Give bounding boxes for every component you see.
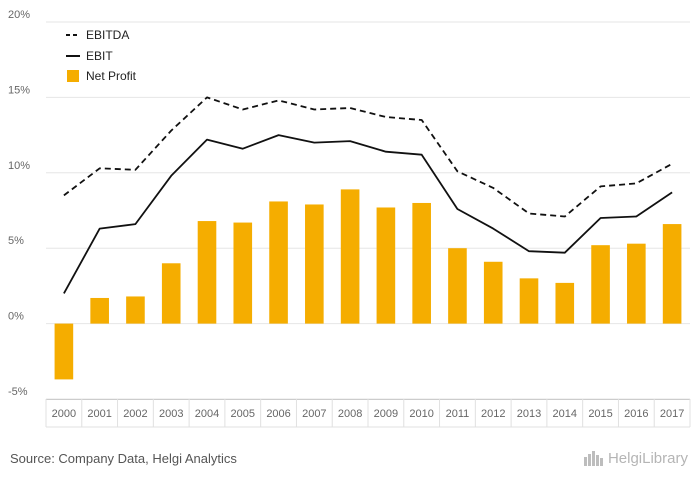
y-tick-label: 20% <box>8 9 30 21</box>
x-tick-label: 2007 <box>302 408 326 420</box>
net-profit-bar <box>662 224 682 324</box>
net-profit-bar <box>519 278 539 324</box>
net-profit-bar <box>412 202 431 324</box>
net-profit-bar <box>555 282 575 324</box>
source-note: Source: Company Data, Helgi Analytics <box>10 451 237 466</box>
x-tick-label: 2005 <box>231 408 255 420</box>
net-profit-bar <box>305 204 324 324</box>
legend-label: Net Profit <box>86 69 137 83</box>
x-tick-label: 2006 <box>266 408 290 420</box>
x-tick-label: 2004 <box>195 408 219 420</box>
net-profit-bar <box>90 297 109 324</box>
legend-label: EBITDA <box>86 28 129 42</box>
x-tick-label: 2011 <box>446 408 470 420</box>
chart-area: 20%15%10%5%0%-5% 2000 2001 2002 2003 2004 200… <box>8 9 691 428</box>
legend-item: EBITDA <box>66 28 129 42</box>
net-profit-bar <box>627 243 646 324</box>
y-tick-label: -5% <box>8 386 28 398</box>
x-tick-label: 2000 <box>52 408 76 420</box>
x-tick-label: 2012 <box>481 408 505 420</box>
net-profit-bar <box>126 296 145 324</box>
legend-item: EBIT <box>66 49 113 63</box>
y-tick-label: 5% <box>8 235 24 247</box>
x-tick-label: 2002 <box>123 408 147 420</box>
library-icon <box>583 451 603 466</box>
legend-swatch-net-profit <box>67 70 79 82</box>
logo-text: HelgiLibrary <box>607 449 688 467</box>
net-profit-bar <box>233 222 253 324</box>
helgi-library-logo: HelgiLibrary <box>583 449 688 467</box>
x-tick-label: 2003 <box>159 408 183 420</box>
x-tick-label: 2001 <box>87 408 111 420</box>
net-profit-bars <box>54 189 682 380</box>
ebit-line <box>63 134 673 294</box>
x-axis: 2000 2001 2002 2003 2004 2005 2006 2007 2008 2009… <box>45 399 691 428</box>
y-tick-label: 10% <box>8 160 30 172</box>
line-series <box>63 96 673 294</box>
net-profit-bar <box>340 189 360 324</box>
legend: EBITDA EBIT Net Profit <box>66 28 137 83</box>
net-profit-bar <box>376 207 396 324</box>
net-profit-bar <box>197 221 217 324</box>
ebitda-line <box>63 96 673 218</box>
x-tick-label: 2016 <box>624 408 648 420</box>
x-tick-label: 2013 <box>517 408 541 420</box>
gridlines <box>46 21 690 400</box>
legend-label: EBIT <box>86 49 113 63</box>
net-profit-bar <box>54 323 74 380</box>
x-tick-label: 2017 <box>660 408 684 420</box>
net-profit-bar <box>269 201 288 324</box>
net-profit-bar <box>591 245 610 324</box>
x-tick-label: 2015 <box>588 408 612 420</box>
legend-item: Net Profit <box>67 69 137 83</box>
net-profit-bar <box>483 261 503 324</box>
net-profit-bar <box>448 248 467 324</box>
x-tick-label: 2008 <box>338 408 362 420</box>
x-tick-label: 2010 <box>409 408 433 420</box>
y-axis-ticks: 20% 15% 10% 5% 0% -5% <box>8 9 30 398</box>
y-tick-label: 15% <box>8 84 30 96</box>
y-tick-label: 0% <box>8 311 24 323</box>
x-tick-label: 2009 <box>374 408 398 420</box>
x-tick-label: 2014 <box>553 408 577 420</box>
net-profit-bar <box>161 263 181 324</box>
